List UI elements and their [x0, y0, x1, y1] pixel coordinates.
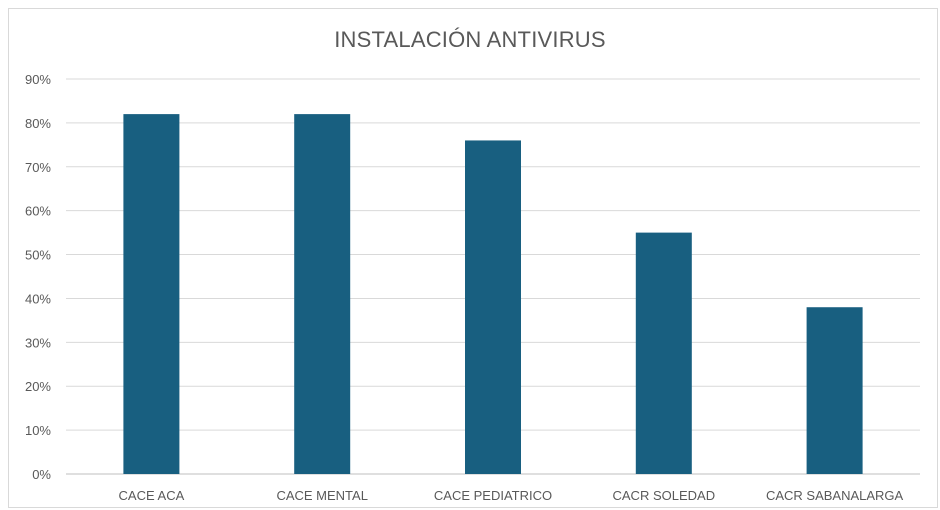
bar — [806, 307, 863, 474]
y-tick-label: 0% — [32, 467, 51, 482]
bars — [123, 114, 863, 474]
x-tick-label: CACR SOLEDAD — [613, 488, 716, 503]
x-tick-label: CACE ACA — [119, 488, 185, 503]
y-tick-label: 20% — [25, 379, 51, 394]
y-tick-label: 80% — [25, 116, 51, 131]
y-tick-label: 70% — [25, 160, 51, 175]
y-tick-label: 30% — [25, 335, 51, 350]
x-tick-label: CACE PEDIATRICO — [434, 488, 552, 503]
x-tick-label: CACE MENTAL — [276, 488, 368, 503]
y-tick-label: 50% — [25, 248, 51, 263]
bar — [123, 114, 180, 474]
bar — [635, 232, 692, 474]
x-axis-ticks: CACE ACA CACE MENTAL CACE PEDIATRICO CACR S… — [119, 488, 904, 503]
y-axis-ticks: 0% 10% 20% 30% 40% 50% 60% 70% 80% 90% — [25, 72, 51, 482]
y-tick-label: 90% — [25, 72, 51, 87]
y-tick-label: 10% — [25, 423, 51, 438]
bar — [294, 114, 351, 474]
y-tick-label: 60% — [25, 204, 51, 219]
bar — [465, 140, 521, 474]
y-tick-label: 40% — [25, 291, 51, 306]
chart-title: INSTALACIÓN ANTIVIRUS — [334, 27, 606, 52]
x-tick-label: CACR SABANALARGA — [766, 488, 904, 503]
